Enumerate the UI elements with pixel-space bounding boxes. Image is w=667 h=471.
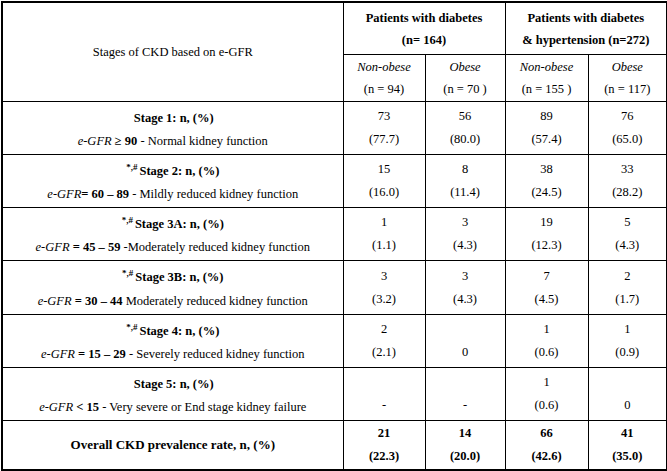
subheader-count: (n = 94) — [346, 78, 423, 100]
data-cell: 5(4.3) — [588, 208, 667, 261]
stage-marker: *,# — [126, 322, 137, 332]
stage-label: *,#Stage 3B: n, (%) e-GFR = 30 – 44 Mode… — [2, 261, 343, 314]
data-cell: 7(4.5) — [505, 261, 588, 314]
data-cell: 3(4.3) — [425, 208, 505, 261]
subheader-label: Obese — [428, 56, 503, 78]
group-header-line1: Patients with diabetes — [508, 7, 665, 29]
data-cell: - — [425, 367, 505, 420]
subheader-diabetes-obese: Obese (n = 70 ) — [425, 55, 505, 102]
stage-marker: *,# — [126, 162, 137, 172]
data-cell: 14(20.0) — [425, 420, 505, 470]
data-cell: 73(77.7) — [343, 102, 425, 155]
stage-marker: *,# — [122, 215, 133, 225]
stage-title: Stage 5: n, (%) — [5, 369, 341, 396]
data-cell: 56(80.0) — [425, 102, 505, 155]
stage-title: Stage 1: n, (%) — [5, 103, 341, 130]
stage-title: *,#Stage 3A: n, (%) — [5, 209, 341, 236]
data-cell: 1(0.6) — [505, 314, 588, 367]
table-row-stage-5: Stage 5: n, (%) e-GFR < 15 - Very severe… — [2, 367, 667, 420]
data-cell: 2(2.1) — [343, 314, 425, 367]
subheader-count: (n = 70 ) — [428, 78, 503, 100]
data-cell: 41(35.0) — [588, 420, 667, 470]
page: Stages of CKD based on e-GFR Patients wi… — [0, 0, 667, 471]
data-cell: 89(57.4) — [505, 102, 588, 155]
data-cell: 3(3.2) — [343, 261, 425, 314]
data-cell: 66(42.6) — [505, 420, 588, 470]
table-row-overall: Overall CKD prevalence rate, n, (%) 21(2… — [2, 420, 667, 470]
stage-description: e-GFR = 45 – 59 -Moderately reduced kidn… — [5, 236, 341, 259]
group-header-diabetes-hypertension: Patients with diabetes & hypertension (n… — [505, 2, 667, 55]
subheader-count: (n = 117) — [591, 78, 665, 100]
stage-description: e-GFR < 15 - Very severe or End stage ki… — [5, 396, 341, 419]
data-cell: 1(0.9) — [588, 314, 667, 367]
data-cell: 76(65.0) — [588, 102, 667, 155]
stage-title: *,#Stage 3B: n, (%) — [5, 262, 341, 289]
data-cell: 1(1.1) — [343, 208, 425, 261]
stage-title: *,#Stage 4: n, (%) — [5, 316, 341, 343]
data-cell: 1(0.6) — [505, 367, 588, 420]
stage-title: *,#Stage 2: n, (%) — [5, 156, 341, 183]
data-cell: 21(22.3) — [343, 420, 425, 470]
table-row-stage-3a: *,#Stage 3A: n, (%) e-GFR = 45 – 59 -Mod… — [2, 208, 667, 261]
group-header-line2: (n= 164) — [346, 29, 503, 51]
subheader-label: Obese — [591, 56, 665, 78]
stage-label: *,#Stage 2: n, (%) e-GFR= 60 – 89 - Mild… — [2, 155, 343, 208]
group-header-line1: Patients with diabetes — [346, 7, 503, 29]
data-cell: 3(4.3) — [425, 261, 505, 314]
stage-label: Stage 1: n, (%) e-GFR ≥ 90 - Normal kidn… — [2, 102, 343, 155]
corner-header: Stages of CKD based on e-GFR — [2, 2, 343, 102]
table-row-stage-2: *,#Stage 2: n, (%) e-GFR= 60 – 89 - Mild… — [2, 155, 667, 208]
stage-description: e-GFR ≥ 90 - Normal kidney function — [5, 130, 341, 153]
subheader-label: Non-obese — [346, 56, 423, 78]
data-cell: 0 — [588, 367, 667, 420]
subheader-count: (n = 155 ) — [508, 78, 586, 100]
data-cell: 8(11.4) — [425, 155, 505, 208]
stage-description: e-GFR = 30 – 44 Moderately reduced kidne… — [5, 290, 341, 313]
stage-marker: *,# — [122, 268, 133, 278]
stage-label: *,#Stage 4: n, (%) e-GFR = 15 – 29 - Sev… — [2, 314, 343, 367]
subheader-hypertension-obese: Obese (n = 117) — [588, 55, 667, 102]
data-cell: 2(1.7) — [588, 261, 667, 314]
table-row-stage-4: *,#Stage 4: n, (%) e-GFR = 15 – 29 - Sev… — [2, 314, 667, 367]
data-cell: - — [343, 367, 425, 420]
ckd-stages-table: Stages of CKD based on e-GFR Patients wi… — [1, 1, 667, 471]
stage-description: e-GFR = 15 – 29 - Severely reduced kidne… — [5, 343, 341, 366]
group-header-diabetes: Patients with diabetes (n= 164) — [343, 2, 505, 55]
subheader-diabetes-nonobese: Non-obese (n = 94) — [343, 55, 425, 102]
stage-description: e-GFR= 60 – 89 - Mildly reduced kidney f… — [5, 183, 341, 206]
data-cell: 38(24.5) — [505, 155, 588, 208]
subheader-label: Non-obese — [508, 56, 586, 78]
overall-label: Overall CKD prevalence rate, n, (%) — [2, 420, 343, 470]
table-row-stage-1: Stage 1: n, (%) e-GFR ≥ 90 - Normal kidn… — [2, 102, 667, 155]
group-header-row: Stages of CKD based on e-GFR Patients wi… — [2, 2, 667, 55]
data-cell: 0 — [425, 314, 505, 367]
data-cell: 33(28.2) — [588, 155, 667, 208]
data-cell: 19(12.3) — [505, 208, 588, 261]
group-header-line2: & hypertension (n=272) — [508, 29, 665, 51]
stage-label: Stage 5: n, (%) e-GFR < 15 - Very severe… — [2, 367, 343, 420]
subheader-hypertension-nonobese: Non-obese (n = 155 ) — [505, 55, 588, 102]
stage-label: *,#Stage 3A: n, (%) e-GFR = 45 – 59 -Mod… — [2, 208, 343, 261]
data-cell: 15(16.0) — [343, 155, 425, 208]
table-row-stage-3b: *,#Stage 3B: n, (%) e-GFR = 30 – 44 Mode… — [2, 261, 667, 314]
